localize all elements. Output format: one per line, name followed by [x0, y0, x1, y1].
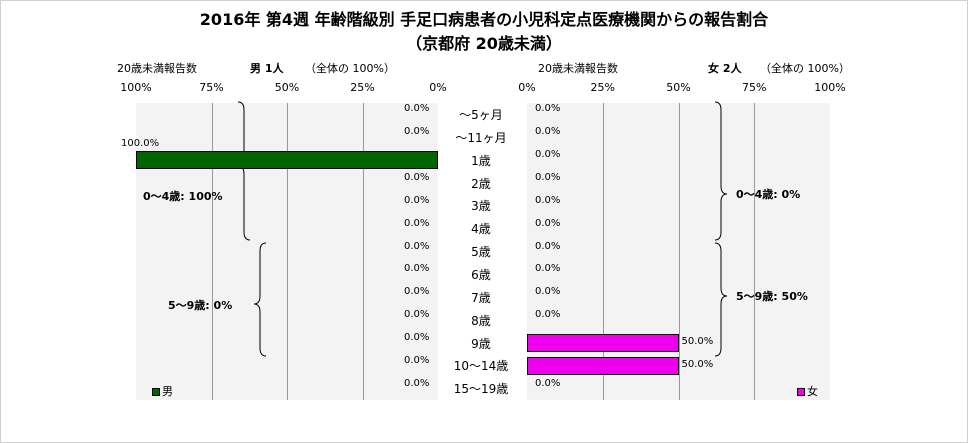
category-label: 1歳: [471, 153, 491, 168]
category-label: 6歳: [471, 267, 491, 282]
male-value-label: 0.0%: [404, 171, 430, 183]
female-value-label: 0.0%: [535, 217, 561, 229]
category-label: 5歳: [471, 245, 491, 260]
female-value-label: 50.0%: [681, 335, 714, 347]
male-value-label: 0.0%: [404, 240, 430, 252]
left-brace-0-4: [237, 101, 251, 241]
right-tick-label: 50%: [666, 81, 691, 94]
category-label: 2歳: [471, 176, 491, 191]
left-tick-label: 50%: [274, 81, 300, 94]
right-group-0-4: 0〜4歳: 0%: [736, 188, 801, 201]
right-header-label: 20歳未満報告数: [538, 62, 618, 75]
right-group-5-9: 5〜9歳: 50%: [736, 290, 808, 303]
female-value-label: 0.0%: [535, 171, 561, 183]
male-value-label: 0.0%: [404, 286, 430, 298]
left-header-label: 20歳未満報告数: [117, 62, 197, 75]
category-label: 3歳: [471, 199, 491, 214]
right-header-note: （全体の 100%）: [760, 62, 850, 75]
right-brace-5-9: [714, 242, 728, 357]
gridline: [287, 103, 288, 400]
male-value-label: 0.0%: [404, 354, 430, 366]
left-header-count: 男 1人: [250, 62, 284, 75]
male-value-label: 0.0%: [404, 217, 430, 229]
male-value-label: 0.0%: [404, 309, 430, 321]
female-bar: [527, 356, 679, 375]
female-value-label: 0.0%: [535, 286, 561, 298]
category-label: 10〜14歳: [453, 359, 509, 374]
legend-male: 男: [152, 383, 173, 399]
right-tick-label: 25%: [590, 81, 615, 94]
category-label: 〜11ヶ月: [455, 130, 507, 145]
right-tick-label: 75%: [742, 81, 767, 94]
category-label: 7歳: [471, 290, 491, 305]
legend-female: 女: [797, 383, 818, 399]
gridline: [754, 103, 755, 400]
female-bar: [527, 333, 679, 352]
male-value-label: 0.0%: [404, 331, 430, 343]
right-tick-label: 0%: [518, 81, 536, 94]
gridline: [679, 103, 680, 400]
category-label: 9歳: [471, 336, 491, 351]
category-label: 8歳: [471, 313, 491, 328]
category-label: 〜5ヶ月: [459, 108, 503, 122]
male-bar: [136, 151, 438, 170]
male-value-label: 0.0%: [404, 377, 430, 389]
category-label: 15〜19歳: [453, 382, 509, 397]
legend-male-swatch: [152, 388, 160, 396]
male-value-label: 0.0%: [404, 103, 430, 115]
left-header-note: （全体の 100%）: [305, 62, 395, 75]
left-tick-label: 100%: [120, 81, 152, 94]
female-value-label: 0.0%: [535, 240, 561, 252]
gridline: [212, 103, 213, 400]
chart-subtitle: （京都府 20歳未満）: [406, 34, 562, 53]
female-value-label: 50.0%: [681, 358, 714, 370]
right-header-count: 女 2人: [708, 62, 742, 75]
female-value-label: 0.0%: [535, 377, 561, 389]
legend-female-swatch: [797, 388, 805, 396]
male-value-label: 0.0%: [404, 126, 430, 138]
left-tick-label: 25%: [350, 81, 375, 94]
category-label: 4歳: [471, 222, 491, 237]
female-value-label: 0.0%: [535, 309, 561, 321]
male-value-label: 100.0%: [121, 138, 160, 150]
male-value-label: 0.0%: [404, 263, 430, 275]
female-value-label: 0.0%: [535, 149, 561, 161]
right-tick-label: 100%: [814, 81, 846, 94]
left-brace-5-9: [253, 242, 267, 357]
left-group-0-4: 0〜4歳: 100%: [143, 190, 223, 203]
female-value-label: 0.0%: [535, 194, 561, 206]
female-value-label: 0.0%: [535, 103, 561, 115]
male-value-label: 0.0%: [404, 194, 430, 206]
chart-title: 2016年 第4週 年齢階級別 手足口病患者の小児科定点医療機関からの報告割合: [199, 10, 769, 29]
female-value-label: 0.0%: [535, 263, 561, 275]
female-value-label: 0.0%: [535, 126, 561, 138]
left-group-5-9: 5〜9歳: 0%: [168, 299, 233, 312]
left-tick-label: 75%: [199, 81, 224, 94]
gridline: [603, 103, 604, 400]
left-tick-label: 0%: [429, 81, 447, 94]
right-brace-0-4: [714, 101, 728, 241]
gridline: [363, 103, 364, 400]
